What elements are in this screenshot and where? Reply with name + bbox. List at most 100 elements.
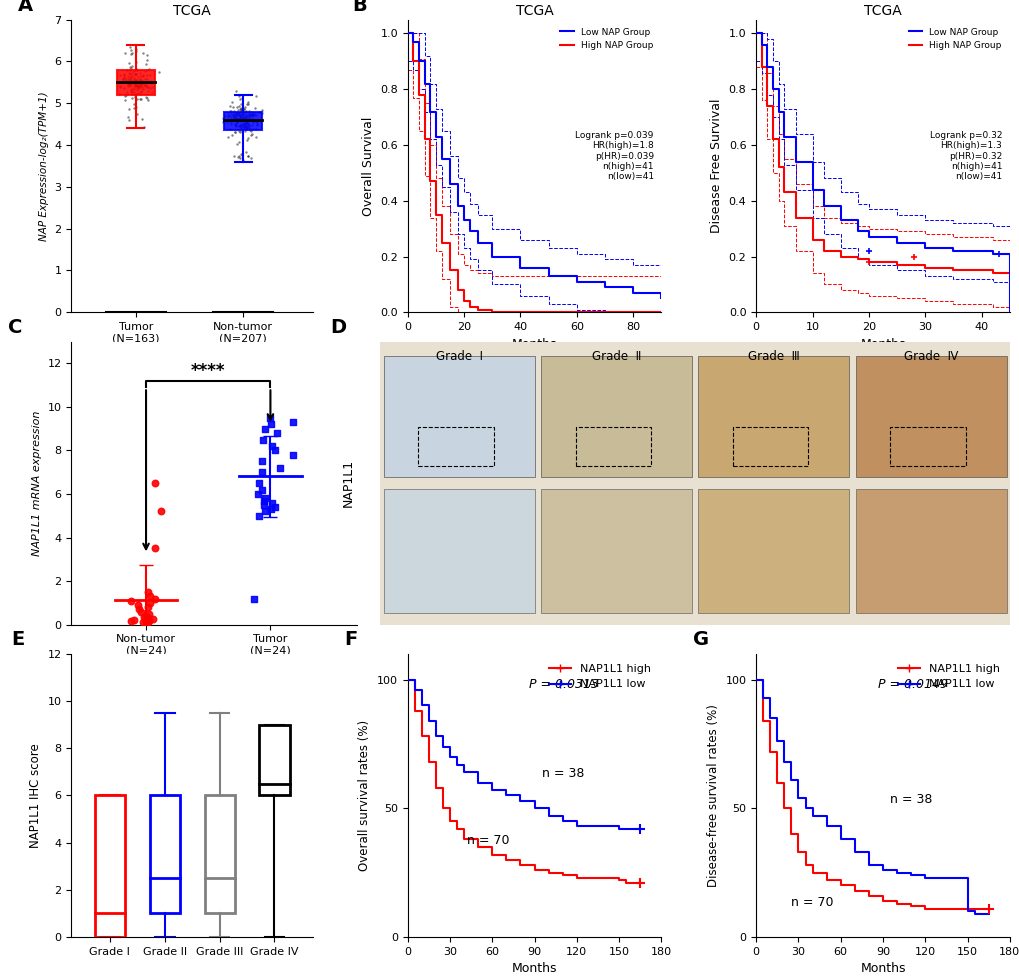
Point — [130, 80, 147, 96]
Point — [225, 107, 242, 123]
Point — [118, 75, 135, 91]
Point — [224, 99, 240, 114]
Point — [234, 152, 251, 168]
Point — [239, 109, 256, 125]
Point — [115, 73, 131, 89]
Point — [231, 111, 248, 127]
Title: TCGA: TCGA — [173, 4, 211, 19]
Point — [222, 103, 238, 119]
Point — [152, 504, 168, 519]
Bar — [224, 111, 262, 131]
Point — [115, 80, 131, 96]
Point — [233, 113, 250, 129]
Point — [231, 110, 248, 126]
Point — [126, 72, 143, 88]
Point — [141, 92, 157, 107]
Point — [124, 72, 141, 88]
Point — [235, 102, 252, 117]
Point — [243, 103, 259, 119]
Point — [216, 108, 232, 124]
Point — [246, 590, 262, 606]
Point — [225, 109, 242, 125]
Point — [135, 73, 151, 89]
Text: n = 38: n = 38 — [541, 767, 584, 781]
Point — [128, 41, 145, 57]
Point — [123, 69, 140, 85]
Point — [223, 106, 239, 122]
Point — [225, 111, 242, 127]
Point — [139, 615, 155, 630]
Point — [222, 103, 238, 119]
Point — [268, 426, 284, 441]
Point — [232, 101, 249, 116]
Point — [126, 75, 143, 91]
Point — [237, 115, 254, 131]
Point — [251, 508, 267, 523]
Point — [228, 110, 245, 126]
Point — [250, 486, 266, 502]
Point — [143, 75, 159, 91]
Point — [128, 78, 145, 94]
Point — [230, 118, 247, 134]
Point — [142, 80, 158, 96]
Point — [122, 76, 139, 92]
Point — [119, 78, 136, 94]
Point — [231, 148, 248, 164]
Point — [233, 108, 250, 124]
Point — [249, 116, 265, 132]
Point — [226, 117, 243, 133]
Point — [131, 91, 148, 106]
Point — [141, 61, 157, 77]
Point — [138, 77, 154, 93]
Point — [239, 96, 256, 111]
Point — [142, 73, 158, 89]
Point — [240, 106, 257, 122]
Point — [126, 66, 143, 82]
Bar — [117, 69, 155, 95]
Point — [219, 106, 235, 122]
Point — [139, 47, 155, 62]
Point — [124, 81, 141, 97]
Point — [119, 85, 136, 101]
Point — [256, 493, 272, 508]
Point — [117, 70, 133, 86]
Point — [239, 118, 256, 134]
Point — [243, 107, 259, 123]
Text: n = 70: n = 70 — [791, 896, 834, 909]
Point — [231, 111, 248, 127]
Point — [251, 104, 267, 120]
Point — [137, 71, 153, 87]
Point — [246, 105, 262, 121]
Point — [121, 76, 138, 92]
Point — [244, 111, 260, 127]
Point — [128, 71, 145, 87]
Point — [128, 77, 145, 93]
Point — [245, 107, 261, 123]
Point — [223, 127, 239, 142]
Point — [248, 129, 264, 144]
Point — [121, 65, 138, 81]
Point — [140, 71, 156, 87]
Point — [257, 421, 273, 436]
Point — [114, 71, 130, 87]
Point — [121, 73, 138, 89]
Point — [130, 75, 147, 91]
Point — [131, 72, 148, 88]
Point — [118, 72, 135, 88]
Point — [129, 72, 146, 88]
Point — [142, 595, 158, 611]
Point — [221, 98, 237, 113]
Point — [126, 84, 143, 100]
Point — [284, 415, 301, 430]
Point — [261, 410, 277, 426]
Point — [236, 112, 253, 128]
Point — [236, 124, 253, 140]
Point — [117, 92, 133, 107]
Point — [219, 129, 235, 144]
Point — [244, 150, 260, 166]
Point — [127, 66, 144, 82]
Point — [120, 68, 137, 84]
Point — [266, 443, 282, 459]
Point — [135, 68, 151, 84]
Point — [127, 78, 144, 94]
